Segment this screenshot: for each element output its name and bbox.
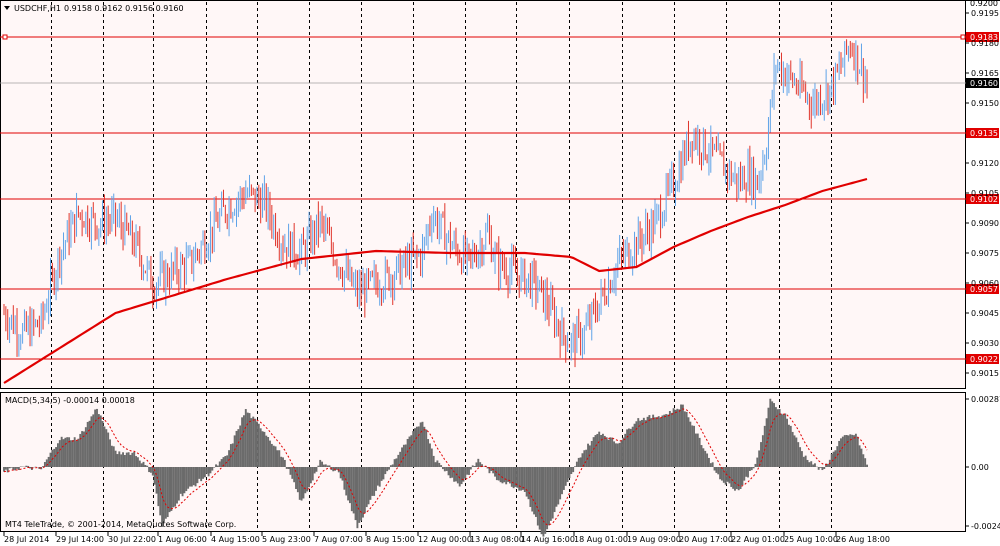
macd-pane-border: [0, 392, 966, 532]
moving-average: [3, 177, 868, 384]
level-price-box: [966, 284, 999, 294]
level-handle-right: [960, 34, 966, 40]
price-tick-label: 0.9180: [971, 39, 999, 48]
time-label: 28 Jul 2014: [4, 535, 49, 544]
level-price-label: 0.9057: [970, 285, 998, 294]
price-tick-label: 0.9165: [971, 69, 999, 78]
macd-tick-label: -0.00249: [971, 522, 1000, 531]
macd-indicator: [3, 398, 868, 537]
price-axis-top: 0.9200: [970, 0, 998, 8]
copyright-text: MT4 TeleTrade, © 2001-2014, MetaQuotes S…: [5, 520, 236, 529]
price-tick-label: 0.9030: [971, 339, 999, 348]
time-label: 4 Aug 15:00: [211, 535, 260, 544]
price-tick-label: 0.9195: [971, 9, 999, 18]
price-tick-label: 0.9060: [971, 279, 999, 288]
level-price-label: 0.9135: [970, 129, 998, 138]
macd-tick-label: 0.00287: [971, 395, 1000, 404]
level-price-label: 0.9102: [970, 195, 998, 204]
level-price-box: [966, 354, 999, 364]
time-label: 22 Aug 01:00: [731, 535, 785, 544]
time-label: 26 Aug 18:00: [836, 535, 890, 544]
level-handle-left: [2, 34, 8, 40]
macd-tick-label: 0.00: [971, 463, 989, 472]
level-price-box: [966, 194, 999, 204]
symbol-header: USDCHF,H1: [14, 4, 61, 13]
macd-axis: 0.00287 0.00 -0.00249: [966, 395, 1000, 531]
macd-signal-line: [3, 408, 868, 526]
time-label: 19 Aug 09:00: [627, 535, 681, 544]
current-price-label: 0.9160: [970, 79, 998, 88]
level-price-label: 0.9183: [970, 33, 998, 42]
time-label: 30 Jul 22:00: [108, 535, 156, 544]
time-label: 29 Jul 14:00: [56, 535, 104, 544]
time-label: 8 Aug 15:00: [366, 535, 415, 544]
horizontal-levels[interactable]: 0.9183 0.9135 0.9102 0.9057 0.9022: [0, 32, 999, 364]
time-axis: 28 Jul 2014 29 Jul 14:00 30 Jul 22:00 1 Aug…: [3, 532, 890, 544]
time-label: 18 Aug 01:00: [574, 535, 628, 544]
price-tick-label: 0.9120: [971, 159, 999, 168]
ma-line: [3, 177, 868, 384]
time-label: 13 Aug 08:00: [470, 535, 524, 544]
macd-pane-background[interactable]: [0, 392, 966, 532]
price-tick-label: 0.9075: [971, 249, 999, 258]
macd-header: MACD(5,34,5) -0.00014 0.00018: [5, 396, 135, 405]
time-label: 5 Aug 23:00: [262, 535, 311, 544]
price-tick-label: 0.9090: [971, 219, 999, 228]
price-tick-label: 0.9105: [971, 189, 999, 198]
time-label: 7 Aug 07:00: [314, 535, 363, 544]
ohlc-header: 0.9158 0.9162 0.9156 0.9160: [64, 4, 184, 13]
level-price-box: [966, 128, 999, 138]
level-price-label: 0.9022: [970, 355, 998, 364]
current-price-box: [966, 78, 999, 88]
time-label: 25 Aug 10:00: [784, 535, 838, 544]
time-label: 1 Aug 06:00: [158, 535, 207, 544]
price-tick-label: 0.9150: [971, 99, 999, 108]
price-tick-label: 0.9015: [971, 369, 999, 378]
time-label: 12 Aug 00:00: [418, 535, 472, 544]
time-label: 20 Aug 17:00: [679, 535, 733, 544]
price-tick-label: 0.9045: [971, 309, 999, 318]
price-axis: 0.92000.91950.91800.91650.91500.91200.91…: [0, 0, 999, 378]
time-label: 14 Aug 16:00: [521, 535, 575, 544]
price-pane-background[interactable]: [0, 0, 966, 389]
window-menu-icon[interactable]: [4, 6, 10, 10]
level-price-box: [966, 32, 999, 42]
